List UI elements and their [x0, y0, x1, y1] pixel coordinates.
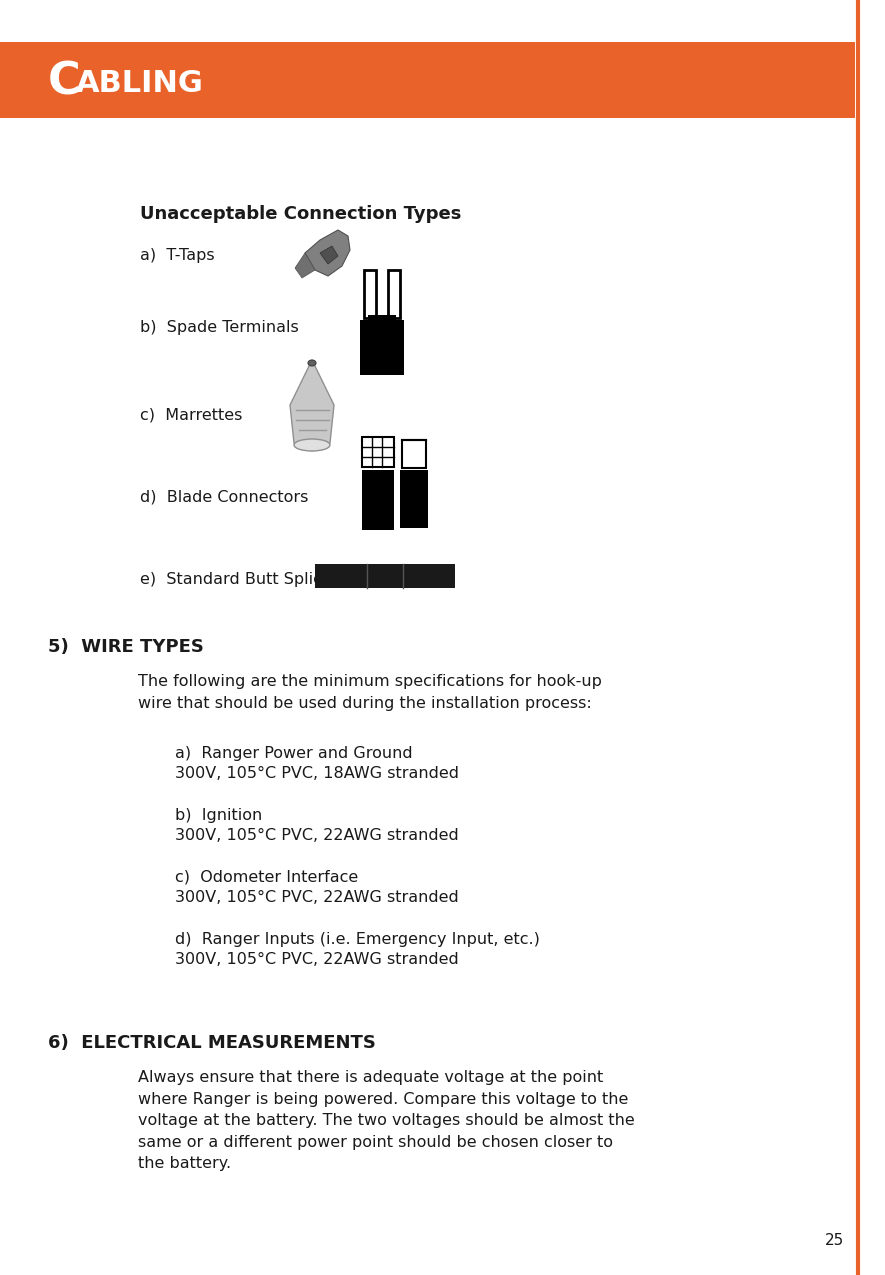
Text: Unacceptable Connection Types: Unacceptable Connection Types	[140, 205, 461, 223]
Text: a)  T-Taps: a) T-Taps	[140, 249, 215, 263]
Text: 25: 25	[826, 1233, 844, 1248]
Text: c)  Odometer Interface: c) Odometer Interface	[175, 870, 358, 885]
Bar	[360, 320, 404, 375]
Bar	[388, 270, 400, 317]
Bar	[368, 315, 396, 325]
Ellipse shape	[308, 360, 316, 366]
Text: d)  Ranger Inputs (i.e. Emergency Input, etc.): d) Ranger Inputs (i.e. Emergency Input, …	[175, 932, 540, 947]
Polygon shape	[305, 230, 350, 275]
Text: 300V, 105°C PVC, 22AWG stranded: 300V, 105°C PVC, 22AWG stranded	[175, 890, 458, 905]
Ellipse shape	[294, 439, 330, 451]
Text: C: C	[48, 60, 81, 103]
Text: c)  Marrettes: c) Marrettes	[140, 408, 242, 423]
Text: a)  Ranger Power and Ground: a) Ranger Power and Ground	[175, 746, 412, 761]
Text: e)  Standard Butt Splices: e) Standard Butt Splices	[140, 572, 340, 586]
Text: 6)  ELECTRICAL MEASUREMENTS: 6) ELECTRICAL MEASUREMENTS	[48, 1034, 376, 1052]
Polygon shape	[290, 360, 334, 451]
Polygon shape	[320, 246, 338, 264]
Bar	[402, 440, 426, 468]
Text: d)  Blade Connectors: d) Blade Connectors	[140, 490, 308, 505]
Text: b)  Ignition: b) Ignition	[175, 808, 262, 822]
Text: 300V, 105°C PVC, 22AWG stranded: 300V, 105°C PVC, 22AWG stranded	[175, 952, 458, 966]
Text: 300V, 105°C PVC, 18AWG stranded: 300V, 105°C PVC, 18AWG stranded	[175, 766, 459, 782]
Polygon shape	[295, 252, 315, 278]
Bar	[362, 470, 394, 530]
Text: ABLING: ABLING	[76, 70, 204, 98]
Bar	[0, 42, 855, 119]
Text: b)  Spade Terminals: b) Spade Terminals	[140, 320, 299, 335]
Bar	[400, 470, 428, 528]
Text: 5)  WIRE TYPES: 5) WIRE TYPES	[48, 638, 204, 657]
Bar	[315, 564, 455, 588]
Text: 300V, 105°C PVC, 22AWG stranded: 300V, 105°C PVC, 22AWG stranded	[175, 827, 458, 843]
Text: The following are the minimum specifications for hook-up
wire that should be use: The following are the minimum specificat…	[138, 674, 602, 710]
Text: Always ensure that there is adequate voltage at the point
where Ranger is being : Always ensure that there is adequate vol…	[138, 1070, 635, 1172]
Bar	[364, 270, 376, 317]
Bar	[362, 437, 394, 467]
